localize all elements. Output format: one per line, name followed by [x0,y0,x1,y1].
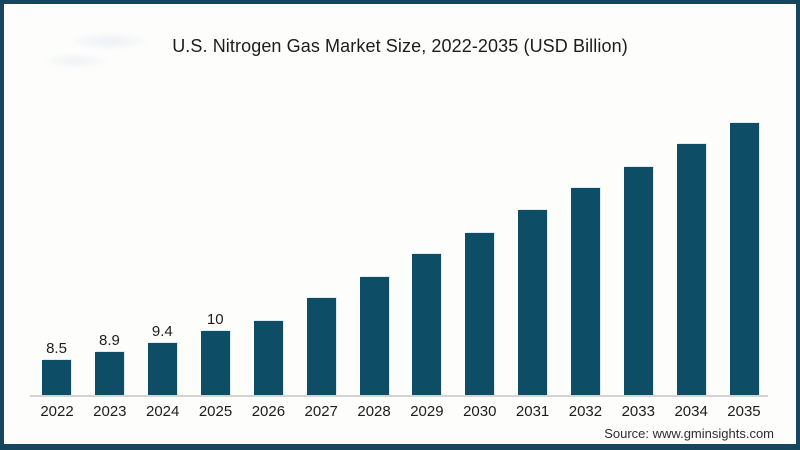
x-axis-label-2023: 2023 [93,403,127,420]
bar-2024: 9.4 [147,323,177,396]
chart-title: U.S. Nitrogen Gas Market Size, 2022-2035… [172,36,628,56]
x-axis-label-2032: 2032 [568,403,603,420]
bar-value-label: 8.9 [98,332,120,349]
source-note: Source: www.gminsights.com [604,426,774,441]
x-axis-label-2033: 2033 [621,403,655,420]
x-axis-label-2025: 2025 [198,403,233,420]
bar-2030 [465,233,495,396]
bar-2026 [253,321,283,396]
watermark [16,28,186,72]
x-axis-label-2022: 2022 [40,403,74,420]
bar-value-label: 8.5 [46,340,67,357]
bar-2027 [306,298,336,396]
bar-2028 [359,277,389,396]
x-axis-labels: 2022 2023 2024 2025 2026 2027 2028 2029 2030 2031… [31,403,770,420]
x-axis-label-2034: 2034 [674,403,708,420]
bar-2025: 10 [200,311,230,396]
bar-2035 [729,123,759,396]
x-axis-label-2030: 2030 [463,403,497,420]
bar-2022: 8.5 [42,340,71,396]
x-axis-label-2026: 2026 [251,403,286,420]
bar-2031 [518,210,548,396]
bar-2023: 8.9 [94,332,124,396]
bar-2034 [677,144,707,396]
bar-value-label: 9.4 [151,323,173,340]
x-axis-label-2031: 2031 [515,403,550,420]
bar-2032 [571,188,601,396]
x-axis-label-2027: 2027 [304,403,338,420]
x-axis-label-2035: 2035 [727,403,761,420]
bar-value-label: 10 [206,311,224,328]
x-axis-label-2024: 2024 [146,403,180,420]
x-axis-label-2029: 2029 [410,403,444,420]
x-axis-label-2028: 2028 [357,403,391,420]
bars-row: 8.5 8.9 9.4 10 [42,113,759,396]
bar-2029 [412,254,442,396]
x-axis-line [30,395,768,397]
bar-2033 [624,167,654,396]
